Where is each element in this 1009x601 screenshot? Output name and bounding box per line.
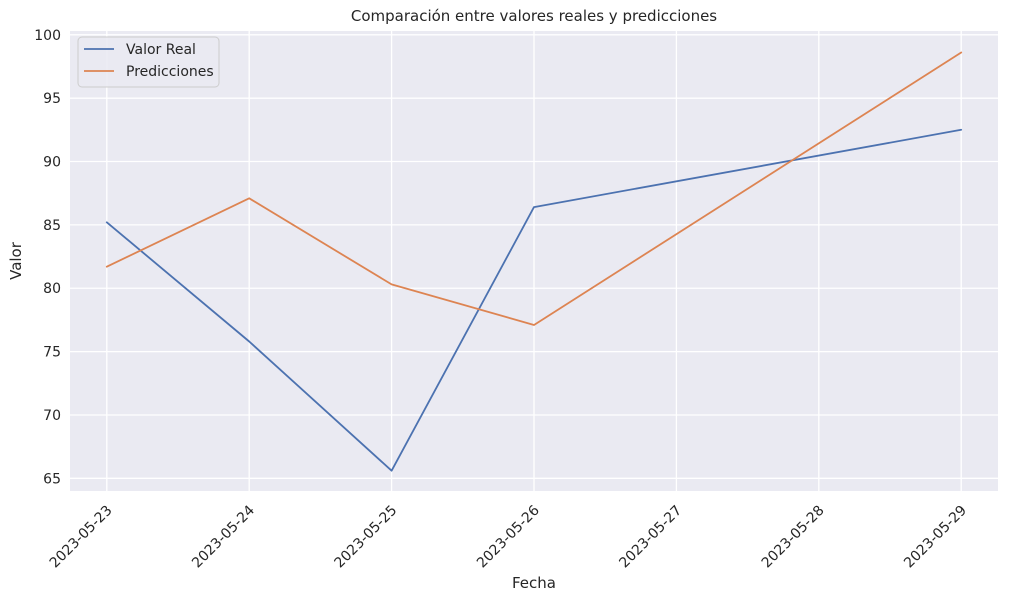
y-tick-label: 85 <box>43 218 61 234</box>
y-axis-ticks: 65 70 75 80 85 90 95 100 <box>34 28 61 488</box>
chart-title: Comparación entre valores reales y predi… <box>351 7 717 25</box>
x-tick-label: 2023-05-26 <box>474 502 543 571</box>
x-tick-label: 2023-05-29 <box>901 503 970 572</box>
y-tick-label: 100 <box>34 28 61 44</box>
series-line-predicciones <box>105 51 963 326</box>
y-tick-label: 80 <box>43 281 61 297</box>
y-tick-label: 70 <box>43 408 61 424</box>
y-axis-label: Valor <box>7 241 25 280</box>
x-tick-label: 2023-05-27 <box>616 503 685 572</box>
y-tick-label: 65 <box>43 471 61 487</box>
x-tick-label: 2023-05-24 <box>189 502 258 571</box>
y-tick-label: 75 <box>43 345 61 361</box>
grid <box>70 31 998 491</box>
legend-label-valor-real: Valor Real <box>126 42 196 58</box>
x-tick-label: 2023-05-25 <box>332 503 401 572</box>
series-lines <box>105 51 963 472</box>
x-tick-label: 2023-05-28 <box>759 503 828 572</box>
legend-label-predicciones: Predicciones <box>126 64 214 80</box>
x-tick-label: 2023-05-23 <box>47 503 116 572</box>
series-line-valor-real <box>105 128 963 472</box>
x-axis-ticks: 2023-05-23 2023-05-24 2023-05-25 2023-05-26… <box>47 502 970 571</box>
x-axis-label: Fecha <box>512 574 556 592</box>
y-tick-label: 90 <box>43 155 61 171</box>
legend: Valor Real Predicciones <box>77 36 220 88</box>
y-tick-label: 95 <box>43 91 61 107</box>
